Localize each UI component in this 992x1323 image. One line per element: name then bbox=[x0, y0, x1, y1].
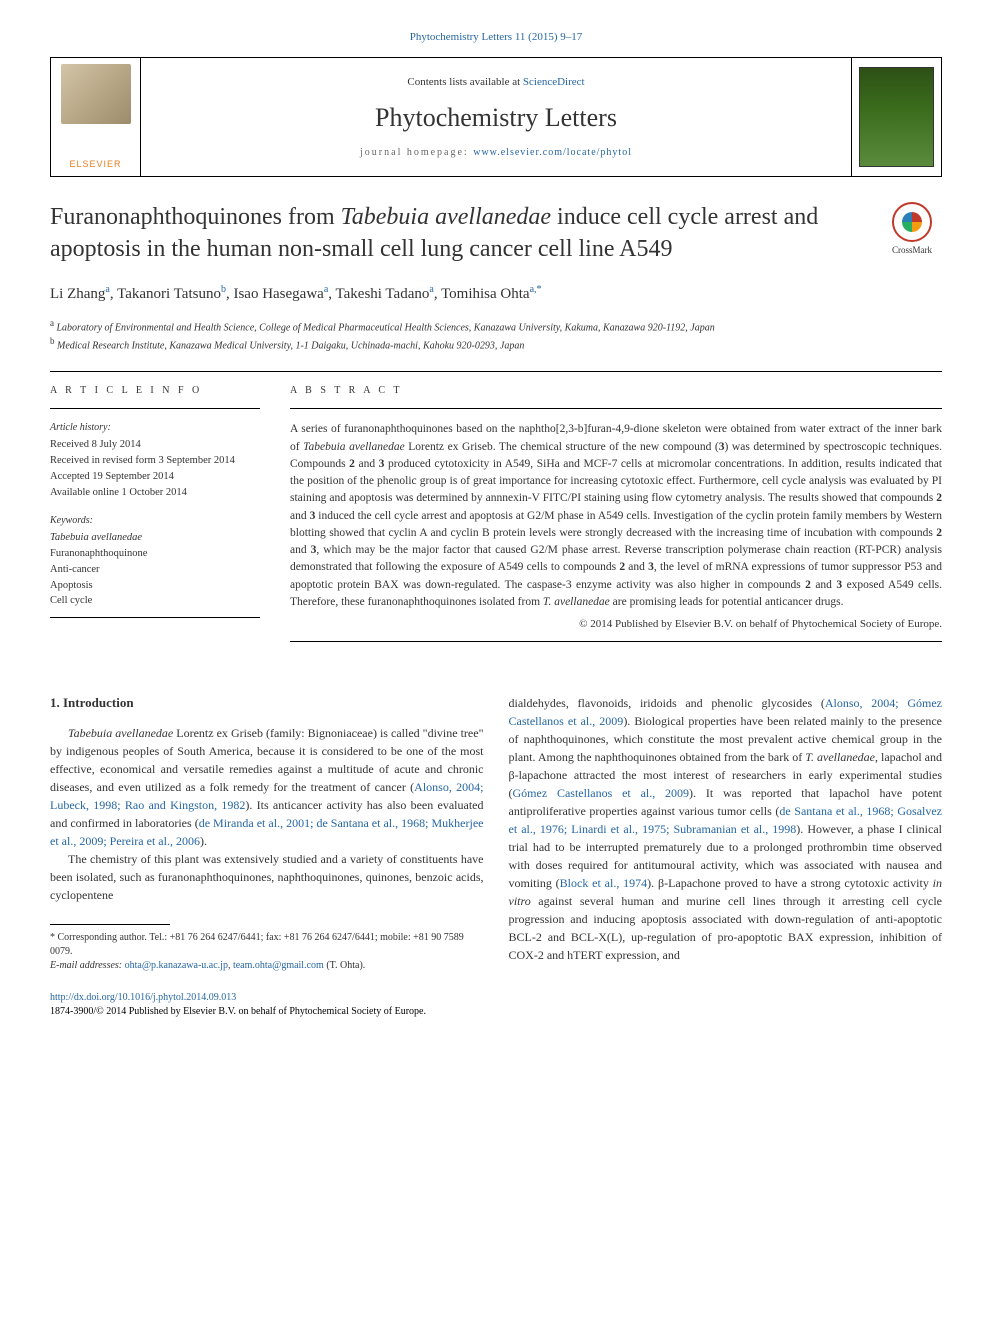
title-pre: Furanonaphthoquinones from bbox=[50, 204, 341, 230]
author-2-aff: b bbox=[221, 284, 226, 295]
body-two-column: 1. Introduction Tabebuia avellanedae Lor… bbox=[50, 694, 942, 973]
corresponding-footnote: * Corresponding author. Tel.: +81 76 264… bbox=[50, 931, 484, 959]
author-5-aff: a, bbox=[530, 284, 537, 295]
author-1-aff: a bbox=[105, 284, 109, 295]
email-footnote: E-mail addresses: ohta@p.kanazawa-u.ac.j… bbox=[50, 959, 484, 973]
email-link-2[interactable]: team.ohta@gmail.com bbox=[233, 960, 324, 971]
journal-homepage: journal homepage: www.elsevier.com/locat… bbox=[360, 146, 632, 160]
abstract-heading: A B S T R A C T bbox=[290, 384, 942, 398]
divider bbox=[50, 617, 260, 618]
affiliation-a: Laboratory of Environmental and Health S… bbox=[57, 322, 715, 333]
body-seg: against several human and murine cell li… bbox=[509, 894, 943, 962]
publisher-logo-box: ELSEVIER bbox=[51, 58, 141, 176]
author-1: Li Zhang bbox=[50, 286, 105, 302]
abs-seg: and bbox=[290, 510, 310, 522]
homepage-link[interactable]: www.elsevier.com/locate/phytol bbox=[473, 147, 632, 158]
cover-thumbnail-box bbox=[851, 58, 941, 176]
body-paragraph: The chemistry of this plant was extensiv… bbox=[50, 850, 484, 904]
contents-prefix: Contents lists available at bbox=[407, 76, 522, 88]
article-info-heading: A R T I C L E I N F O bbox=[50, 384, 260, 398]
author-5: Tomihisa Ohta bbox=[441, 286, 530, 302]
corresponding-marker: * bbox=[537, 284, 542, 295]
body-paragraph: dialdehydes, flavonoids, iridoids and ph… bbox=[509, 694, 943, 964]
sciencedirect-link[interactable]: ScienceDirect bbox=[523, 76, 585, 88]
abs-seg: induced the cell cycle arrest and apopto… bbox=[290, 510, 942, 539]
body-seg: dialdehydes, flavonoids, iridoids and ph… bbox=[509, 696, 825, 710]
author-list: Li Zhanga, Takanori Tatsunob, Isao Haseg… bbox=[50, 283, 942, 305]
journal-cover-thumbnail bbox=[859, 67, 934, 167]
article-title: Furanonaphthoquinones from Tabebuia avel… bbox=[50, 202, 867, 264]
abs-seg: and bbox=[355, 458, 379, 470]
body-paragraph: Tabebuia avellanedae Lorentz ex Griseb (… bbox=[50, 724, 484, 850]
citation-link[interactable]: Gómez Castellanos et al., 2009 bbox=[513, 786, 690, 800]
abs-compound: 2 bbox=[936, 492, 942, 504]
footnote-divider bbox=[50, 924, 170, 925]
author-3-aff: a bbox=[324, 284, 328, 295]
journal-reference: Phytochemistry Letters 11 (2015) 9–17 bbox=[50, 30, 942, 45]
abs-seg: are promising leads for potential antica… bbox=[610, 596, 844, 608]
body-right-column: dialdehydes, flavonoids, iridoids and ph… bbox=[509, 694, 943, 973]
contents-available: Contents lists available at ScienceDirec… bbox=[407, 75, 584, 90]
history-received: Received 8 July 2014 bbox=[50, 437, 260, 453]
author-2: Takanori Tatsuno bbox=[117, 286, 221, 302]
abstract-copyright: © 2014 Published by Elsevier B.V. on beh… bbox=[290, 617, 942, 632]
keyword-4: Apoptosis bbox=[50, 578, 260, 594]
title-species: Tabebuia avellanedae bbox=[341, 204, 551, 230]
affiliations: a Laboratory of Environmental and Health… bbox=[50, 317, 942, 354]
crossmark-icon bbox=[892, 202, 932, 242]
article-info-column: A R T I C L E I N F O Article history: R… bbox=[50, 384, 260, 653]
history-accepted: Accepted 19 September 2014 bbox=[50, 469, 260, 485]
page-footer: http://dx.doi.org/10.1016/j.phytol.2014.… bbox=[50, 991, 942, 1019]
header-center: Contents lists available at ScienceDirec… bbox=[141, 58, 851, 176]
keyword-1: Tabebuia avellanedae bbox=[50, 530, 260, 546]
author-4: Takeshi Tadano bbox=[336, 286, 430, 302]
journal-name: Phytochemistry Letters bbox=[375, 100, 617, 136]
issn-copyright: 1874-3900/© 2014 Published by Elsevier B… bbox=[50, 1005, 942, 1019]
history-label: Article history: bbox=[50, 421, 260, 435]
abs-seg: and bbox=[811, 579, 837, 591]
email-who: (T. Ohta). bbox=[324, 960, 365, 971]
abs-seg: and bbox=[290, 544, 311, 556]
body-seg: The chemistry of this plant was extensiv… bbox=[50, 852, 484, 902]
history-revised: Received in revised form 3 September 201… bbox=[50, 453, 260, 469]
keyword-2: Furanonaphthoquinone bbox=[50, 546, 260, 562]
abs-seg: and bbox=[625, 561, 648, 573]
affiliation-b: Medical Research Institute, Kanazawa Med… bbox=[57, 340, 524, 351]
divider bbox=[50, 408, 260, 409]
crossmark-badge[interactable]: CrossMark bbox=[882, 202, 942, 257]
divider bbox=[290, 408, 942, 409]
divider bbox=[50, 371, 942, 372]
homepage-prefix: journal homepage: bbox=[360, 147, 473, 158]
keyword-5: Cell cycle bbox=[50, 593, 260, 609]
body-seg: ). β-Lapachone proved to have a strong c… bbox=[647, 876, 933, 890]
keyword-3: Anti-cancer bbox=[50, 562, 260, 578]
abs-seg: produced cytotoxicity in A549, SiHa and … bbox=[290, 458, 942, 505]
citation-link[interactable]: Block et al., 1974 bbox=[560, 876, 647, 890]
elsevier-tree-logo bbox=[61, 64, 131, 124]
section-heading: 1. Introduction bbox=[50, 694, 484, 712]
crossmark-label: CrossMark bbox=[892, 244, 932, 257]
history-online: Available online 1 October 2014 bbox=[50, 485, 260, 501]
abstract-text: A series of furanonaphthoquinones based … bbox=[290, 421, 942, 611]
author-4-aff: a bbox=[429, 284, 433, 295]
abs-species: Tabebuia avellanedae bbox=[303, 441, 405, 453]
email-label: E-mail addresses: bbox=[50, 960, 122, 971]
body-seg: ). bbox=[200, 834, 207, 848]
author-3: Isao Hasegawa bbox=[233, 286, 323, 302]
abs-species: T. avellanedae bbox=[543, 596, 610, 608]
divider bbox=[290, 641, 942, 642]
body-left-column: 1. Introduction Tabebuia avellanedae Lor… bbox=[50, 694, 484, 973]
abs-seg: Lorentz ex Griseb. The chemical structur… bbox=[405, 441, 719, 453]
keywords-label: Keywords: bbox=[50, 514, 260, 528]
body-species: Tabebuia avellanedae bbox=[68, 726, 173, 740]
abs-compound: 2 bbox=[936, 527, 942, 539]
doi-link[interactable]: http://dx.doi.org/10.1016/j.phytol.2014.… bbox=[50, 992, 236, 1003]
publisher-name: ELSEVIER bbox=[69, 158, 121, 171]
email-link-1[interactable]: ohta@p.kanazawa-u.ac.jp bbox=[125, 960, 228, 971]
body-species: T. avellanedae bbox=[805, 750, 875, 764]
abstract-column: A B S T R A C T A series of furanonaphth… bbox=[290, 384, 942, 653]
journal-header: ELSEVIER Contents lists available at Sci… bbox=[50, 57, 942, 177]
